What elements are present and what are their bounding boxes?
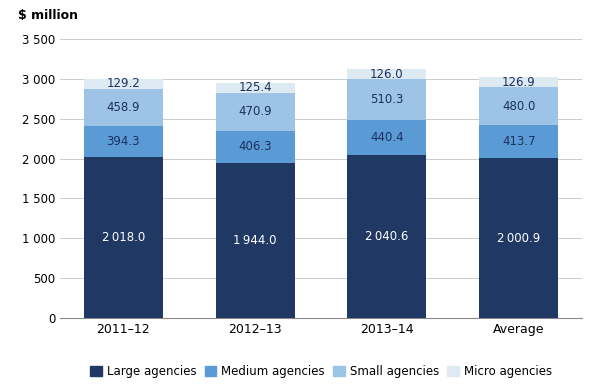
Bar <box>347 69 427 80</box>
Text: 2 000.9: 2 000.9 <box>497 232 541 245</box>
Text: 2 018.0: 2 018.0 <box>101 231 145 244</box>
Text: 510.3: 510.3 <box>370 93 404 106</box>
Bar <box>215 163 295 318</box>
Text: 458.9: 458.9 <box>107 101 140 114</box>
Text: $ million: $ million <box>18 9 78 22</box>
Bar <box>479 125 558 158</box>
Bar <box>479 77 558 87</box>
Legend: Large agencies, Medium agencies, Small agencies, Micro agencies: Large agencies, Medium agencies, Small a… <box>86 360 556 383</box>
Text: 129.2: 129.2 <box>106 77 140 90</box>
Bar <box>347 80 427 120</box>
Text: 1 944.0: 1 944.0 <box>233 234 277 247</box>
Text: 406.3: 406.3 <box>238 140 272 153</box>
Bar <box>215 131 295 163</box>
Bar <box>215 93 295 131</box>
Text: 126.0: 126.0 <box>370 68 404 81</box>
Bar <box>84 157 163 318</box>
Text: 394.3: 394.3 <box>107 135 140 148</box>
Bar <box>347 120 427 155</box>
Bar <box>84 79 163 89</box>
Bar <box>84 89 163 126</box>
Text: 440.4: 440.4 <box>370 131 404 144</box>
Bar <box>479 87 558 125</box>
Text: 413.7: 413.7 <box>502 135 536 149</box>
Text: 480.0: 480.0 <box>502 100 535 113</box>
Text: 470.9: 470.9 <box>238 105 272 118</box>
Text: 126.9: 126.9 <box>502 76 536 88</box>
Bar <box>347 155 427 318</box>
Text: 2 040.6: 2 040.6 <box>365 230 409 243</box>
Bar <box>479 158 558 318</box>
Bar <box>84 126 163 157</box>
Text: 125.4: 125.4 <box>238 81 272 94</box>
Bar <box>215 83 295 93</box>
